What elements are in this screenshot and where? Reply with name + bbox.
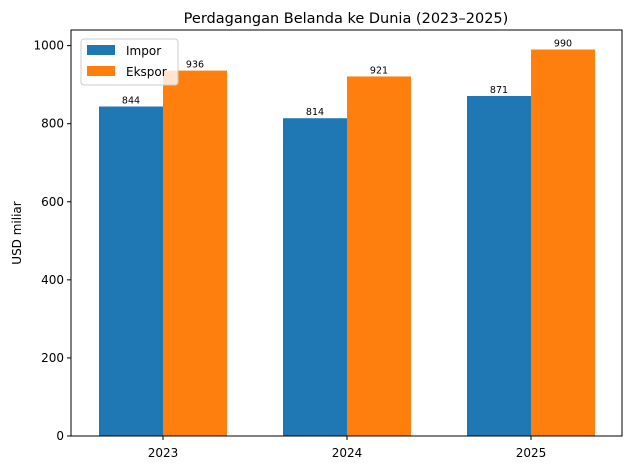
data-label: 871 xyxy=(490,85,508,96)
bar-impor-2025 xyxy=(467,95,531,436)
y-tick-label: 0 xyxy=(56,429,64,443)
axes: 2023 2024 2025 0 200 400 600 800 1000 xyxy=(33,29,623,460)
y-axis-label: USD miliar xyxy=(10,201,24,265)
data-label: 844 xyxy=(122,96,140,107)
bar-impor-2023 xyxy=(99,106,163,436)
y-tick-label: 1000 xyxy=(33,39,64,53)
chart-title: Perdagangan Belanda ke Dunia (2023–2025) xyxy=(184,11,509,27)
x-tick-label: 2025 xyxy=(516,446,547,460)
legend-swatch-ekspor xyxy=(87,66,115,76)
data-label: 936 xyxy=(186,60,204,71)
bar-impor-2024 xyxy=(283,118,347,436)
plot-frame xyxy=(70,29,623,437)
bar-ekspor-2023 xyxy=(163,70,227,436)
bar-ekspor-2024 xyxy=(347,76,411,436)
data-label: 990 xyxy=(554,39,572,50)
bar-ekspor-2025 xyxy=(531,49,595,437)
data-label: 814 xyxy=(306,107,324,118)
bars: 844 936 814 921 871 990 xyxy=(99,39,595,437)
legend-label-ekspor: Ekspor xyxy=(126,65,167,79)
legend: Impor Ekspor xyxy=(80,38,179,86)
y-tick-label: 600 xyxy=(41,195,64,209)
y-tick-label: 800 xyxy=(41,117,64,131)
legend-label-impor: Impor xyxy=(126,44,161,58)
y-tick-label: 400 xyxy=(41,273,64,287)
data-label: 921 xyxy=(370,65,388,76)
x-tick-label: 2023 xyxy=(148,446,179,460)
legend-swatch-impor xyxy=(87,45,115,55)
x-tick-label: 2024 xyxy=(332,446,363,460)
y-tick-label: 200 xyxy=(41,351,64,365)
